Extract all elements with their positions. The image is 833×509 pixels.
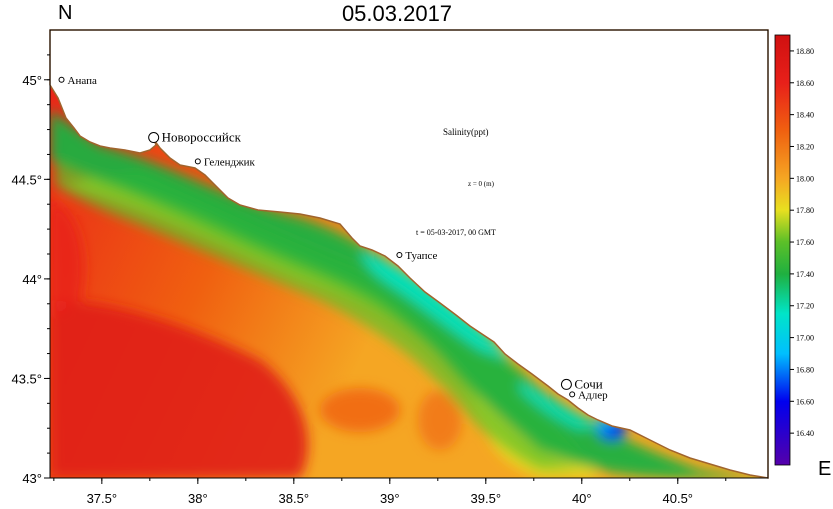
city-label: Адлер [578,389,608,401]
map-title: 05.03.2017 [342,1,452,26]
city-label: Туапсе [405,250,437,262]
colorbar-tick-label: 17.40 [796,270,814,279]
colorbar-tick-label: 16.40 [796,429,814,438]
salinity-patterns [50,110,768,478]
city-marker: Туапсе [396,250,438,262]
longitude-axis: 37.5° 38° 38.5° 39° 39.5° 40° 40.5° [53,478,727,506]
city-markers: Анапа Новороссийск Геленджик Туапсе СочиАдле… [58,75,608,401]
lat-tick-label: 43° [22,471,42,486]
lon-tick-label: 40.5° [663,491,694,506]
lon-tick-label: 40° [572,491,592,506]
coastline [49,29,769,479]
time-annotation: t = 05-03-2017, 00 GMT [416,228,496,237]
colorbar-tick-label: 16.60 [796,397,814,406]
colorbar-ticks: 18.80 18.60 18.40 18.20 18.00 17.80 17.60 17.40… [790,47,814,438]
colorbar-tick-label: 16.80 [796,365,814,374]
city-label: Геленджик [204,156,256,168]
colorbar-tick-label: 18.00 [796,174,814,183]
lon-tick-label: 39° [380,491,400,506]
city-dot-icon [194,158,201,165]
lon-tick-label: 39.5° [471,491,502,506]
lon-tick-label: 38.5° [279,491,310,506]
east-label: E [818,458,831,480]
city-marker: Геленджик [194,156,256,168]
north-label: N [58,2,72,24]
colorbar-tick-label: 18.40 [796,111,814,120]
lon-tick-label: 37.5° [87,491,118,506]
colorbar-tick-label: 17.80 [796,206,814,215]
parameter-annotation: Salinity(ppt) [443,127,489,137]
city-dot-icon [569,391,576,398]
lat-tick-label: 44° [22,272,42,287]
colorbar-tick-label: 17.00 [796,334,814,343]
city-label: Сочи [574,376,602,391]
city-label: Новороссийск [162,130,242,145]
lat-tick-label: 43.5° [11,371,42,386]
lon-tick-label: 38° [188,491,208,506]
colorbar-tick-label: 18.20 [796,142,814,151]
depth-annotation: z = 0 (m) [468,180,495,188]
city-label: Анапа [68,75,97,87]
city-dot-icon [148,132,160,144]
latitude-axis: 45° 44.5° 44° 43.5° 43° [11,54,50,486]
city-dot-icon [58,76,65,83]
city-marker: Анапа [58,75,97,87]
colorbar-tick-label: 17.60 [796,238,814,247]
colorbar: 18.80 18.60 18.40 18.20 18.00 17.80 17.60 17.40… [774,34,814,466]
city-dot-icon [396,251,403,258]
colorbar-tick-label: 17.20 [796,302,814,311]
city-marker: Сочи [560,376,603,391]
city-dot-icon [560,378,572,390]
city-marker: Новороссийск [148,130,242,145]
colorbar-tick-label: 18.60 [796,79,814,88]
colorbar-gradient [774,34,791,466]
lat-tick-label: 45° [22,73,42,88]
colorbar-tick-label: 18.80 [796,47,814,56]
city-marker: Адлер [569,389,608,401]
lat-tick-label: 44.5° [11,172,42,187]
